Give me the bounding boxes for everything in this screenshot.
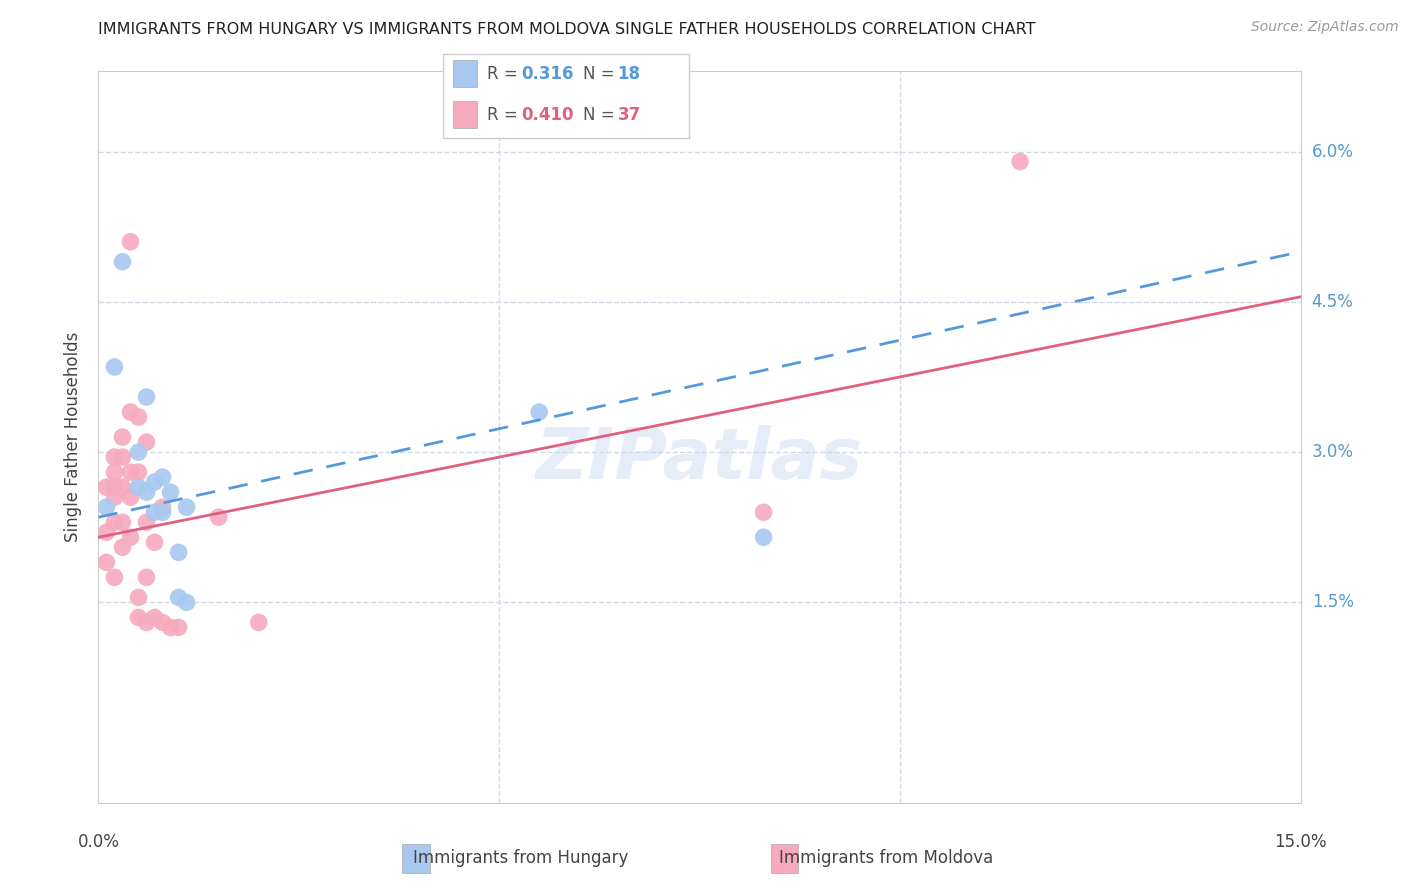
Point bbox=[111, 450, 134, 464]
Point bbox=[143, 535, 166, 549]
Point bbox=[176, 595, 198, 609]
Point bbox=[103, 450, 125, 464]
FancyBboxPatch shape bbox=[770, 844, 799, 872]
Text: ZIPatlas: ZIPatlas bbox=[536, 425, 863, 493]
Point bbox=[135, 515, 157, 529]
Point bbox=[128, 410, 150, 425]
Point bbox=[120, 490, 142, 504]
Point bbox=[752, 505, 775, 519]
Text: N =: N = bbox=[583, 65, 620, 83]
Point bbox=[111, 541, 134, 555]
Point bbox=[143, 505, 166, 519]
Text: 4.5%: 4.5% bbox=[1312, 293, 1354, 310]
Point bbox=[208, 510, 231, 524]
Text: 3.0%: 3.0% bbox=[1312, 443, 1354, 461]
Point bbox=[135, 570, 157, 584]
Text: 6.0%: 6.0% bbox=[1312, 143, 1354, 161]
Point bbox=[159, 620, 181, 634]
Point bbox=[96, 500, 118, 515]
Point bbox=[143, 475, 166, 490]
FancyBboxPatch shape bbox=[443, 54, 689, 138]
Point bbox=[1010, 154, 1032, 169]
Point bbox=[103, 490, 125, 504]
Point bbox=[128, 480, 150, 494]
Text: 0.410: 0.410 bbox=[522, 105, 574, 123]
Point bbox=[529, 405, 551, 419]
Point bbox=[152, 500, 174, 515]
Point bbox=[103, 465, 125, 479]
Point bbox=[128, 591, 150, 605]
Point bbox=[152, 615, 174, 630]
Text: R =: R = bbox=[486, 65, 523, 83]
Point bbox=[120, 405, 142, 419]
Point bbox=[103, 515, 125, 529]
Point bbox=[143, 610, 166, 624]
Y-axis label: Single Father Households: Single Father Households bbox=[65, 332, 83, 542]
Text: Immigrants from Hungary: Immigrants from Hungary bbox=[412, 849, 628, 867]
Point bbox=[167, 545, 190, 559]
Text: 18: 18 bbox=[617, 65, 641, 83]
Point bbox=[135, 485, 157, 500]
Point bbox=[752, 530, 775, 544]
Point bbox=[96, 555, 118, 569]
Text: 15.0%: 15.0% bbox=[1274, 833, 1327, 851]
Point bbox=[111, 515, 134, 529]
Point bbox=[152, 505, 174, 519]
Text: 0.0%: 0.0% bbox=[77, 833, 120, 851]
Point bbox=[103, 570, 125, 584]
Point bbox=[167, 591, 190, 605]
Point bbox=[176, 500, 198, 515]
Text: Immigrants from Moldova: Immigrants from Moldova bbox=[779, 849, 993, 867]
Point bbox=[120, 465, 142, 479]
Point bbox=[96, 525, 118, 540]
Point bbox=[128, 465, 150, 479]
Point bbox=[167, 620, 190, 634]
Text: Source: ZipAtlas.com: Source: ZipAtlas.com bbox=[1251, 20, 1399, 34]
Point bbox=[120, 235, 142, 249]
Point bbox=[111, 430, 134, 444]
Point bbox=[96, 480, 118, 494]
Text: 0.316: 0.316 bbox=[522, 65, 574, 83]
Point bbox=[120, 530, 142, 544]
Text: 1.5%: 1.5% bbox=[1312, 593, 1354, 611]
FancyBboxPatch shape bbox=[453, 101, 478, 128]
FancyBboxPatch shape bbox=[402, 844, 430, 872]
Text: N =: N = bbox=[583, 105, 620, 123]
Text: 37: 37 bbox=[617, 105, 641, 123]
FancyBboxPatch shape bbox=[453, 61, 478, 87]
Point bbox=[159, 485, 181, 500]
Point bbox=[135, 615, 157, 630]
Point bbox=[103, 359, 125, 374]
Point bbox=[128, 445, 150, 459]
Point bbox=[111, 480, 134, 494]
Point bbox=[128, 610, 150, 624]
Text: R =: R = bbox=[486, 105, 523, 123]
Text: IMMIGRANTS FROM HUNGARY VS IMMIGRANTS FROM MOLDOVA SINGLE FATHER HOUSEHOLDS CORR: IMMIGRANTS FROM HUNGARY VS IMMIGRANTS FR… bbox=[98, 22, 1036, 37]
Point bbox=[247, 615, 270, 630]
Point bbox=[103, 480, 125, 494]
Point bbox=[111, 254, 134, 268]
Point bbox=[135, 390, 157, 404]
Point bbox=[152, 470, 174, 484]
Point bbox=[135, 435, 157, 450]
